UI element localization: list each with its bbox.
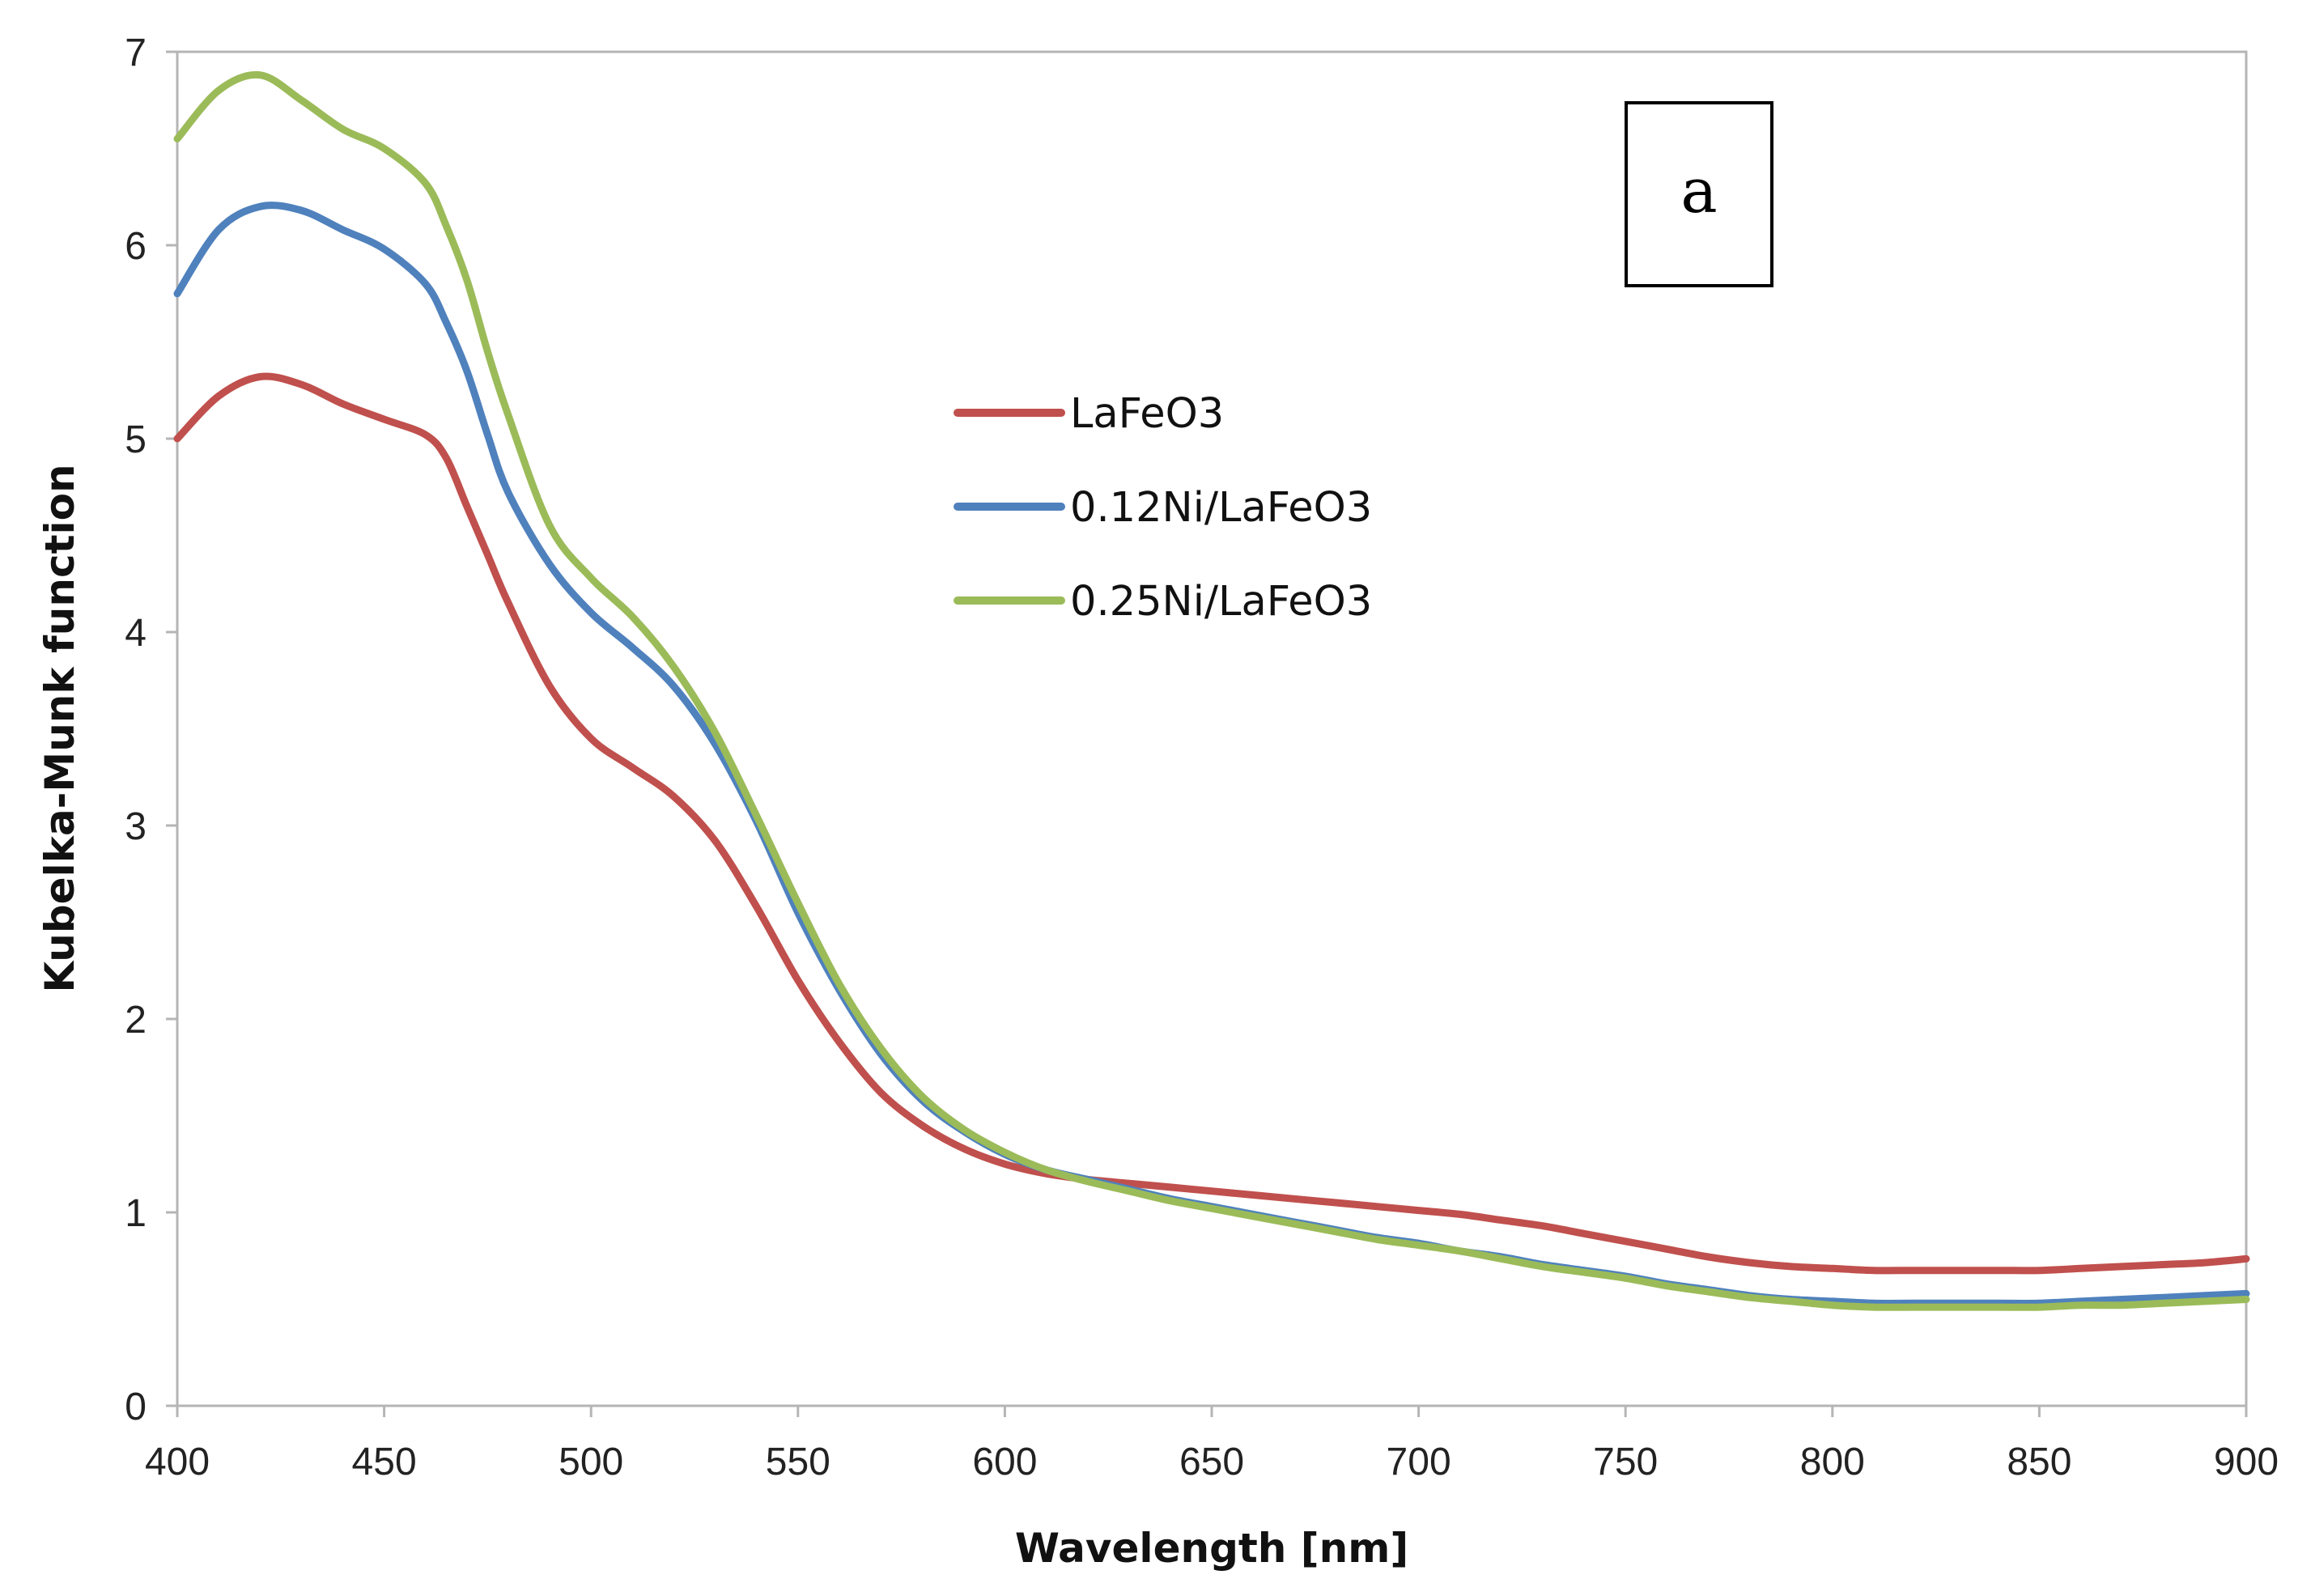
series-line-0 <box>173 372 2250 1275</box>
y-tick-label: 4 <box>125 612 147 655</box>
panel-label-frame <box>1625 101 1773 287</box>
x-tick-label: 900 <box>2214 1441 2279 1484</box>
x-axis-title: Wavelength [nm] <box>1015 1525 1408 1572</box>
y-tick-label: 2 <box>125 999 147 1042</box>
x-tick-label: 650 <box>1179 1441 1244 1484</box>
y-tick-label: 3 <box>125 805 147 848</box>
x-tick-label: 700 <box>1387 1441 1451 1484</box>
legend-label-0: LaFeO3 <box>1070 390 1224 438</box>
y-axis: 0 1 2 3 4 5 6 7 <box>125 32 177 1428</box>
x-tick-label: 800 <box>1800 1441 1865 1484</box>
x-tick-label: 450 <box>352 1441 417 1484</box>
x-tick-label: 550 <box>766 1441 830 1484</box>
legend-label-2: 0.25Ni/LaFeO3 <box>1070 578 1372 626</box>
x-tick-label: 750 <box>1593 1441 1658 1484</box>
x-tick-label: 500 <box>559 1441 623 1484</box>
series-layer <box>173 70 2250 1311</box>
legend-label-1: 0.12Ni/LaFeO3 <box>1070 484 1372 532</box>
x-tick-label: 600 <box>972 1441 1037 1484</box>
y-tick-label: 6 <box>125 225 147 268</box>
x-axis: 400 450 500 550 600 650 700 750 800 850 900 <box>145 1406 2279 1484</box>
y-tick-label: 0 <box>125 1386 147 1428</box>
y-tick-label: 1 <box>125 1192 147 1235</box>
y-tick-label: 5 <box>125 418 147 461</box>
x-tick-label: 850 <box>2007 1441 2071 1484</box>
panel-label-box: a <box>1625 101 1773 287</box>
x-tick-label: 400 <box>145 1441 210 1484</box>
panel-label: a <box>1680 155 1717 227</box>
legend: LaFeO3 0.12Ni/LaFeO3 0.25Ni/LaFeO3 <box>954 390 1372 626</box>
series-line-2 <box>173 70 2250 1311</box>
y-tick-label: 7 <box>125 32 147 74</box>
y-axis-title: Kubelka-Munk function <box>36 464 83 992</box>
